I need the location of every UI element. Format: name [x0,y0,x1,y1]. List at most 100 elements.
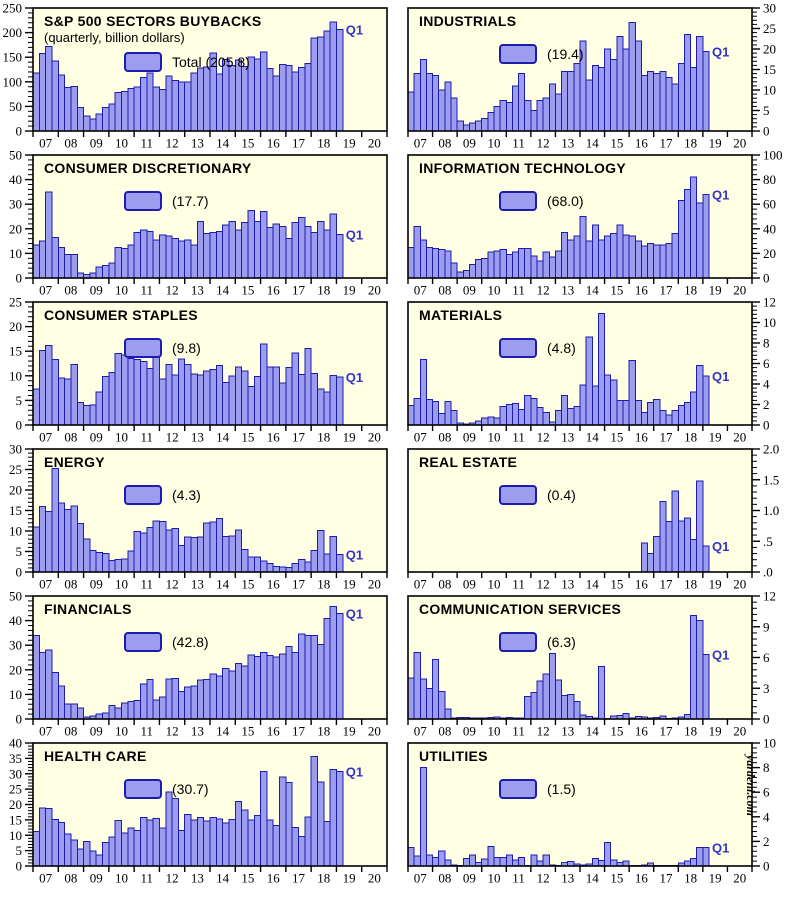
bar [253,220,262,279]
bar [38,505,47,573]
bar [95,551,104,573]
x-tick-label: 16 [635,724,649,738]
bar [241,665,249,720]
chart-health-care: 0 5 10 15 20 25 30 35 40 07 08 09 10 11 12 13 14 15 16 17 18… [0,737,395,884]
y-tick-label: 15 [9,344,22,359]
bar [38,652,47,720]
bar [133,830,141,867]
bar [127,358,135,426]
x-tick-label: 15 [610,724,623,738]
bar [647,243,655,279]
chart-title: HEALTH CARE [44,748,147,764]
bar [481,257,489,279]
legend: (9.8) [124,338,201,358]
bars [407,312,710,426]
x-tick-label: 20 [368,724,381,738]
bar [133,231,141,279]
x-tick-label: 08 [64,871,77,885]
x-tick-label: 10 [115,724,128,738]
bar [222,668,230,720]
bar [585,79,593,132]
bars [407,176,710,279]
bar [247,386,255,426]
bar [518,856,526,867]
x-tick-label: 11 [512,430,525,444]
x-tick-label: 19 [709,283,722,297]
bar [171,528,179,573]
bar [146,526,154,573]
bar [83,115,91,132]
bar [487,251,495,279]
x-tick-label: 07 [414,136,428,150]
bar [518,409,526,426]
bar [622,712,630,720]
bar [505,101,513,132]
bar [253,556,262,573]
y-tick-label: 5 [763,103,770,118]
bar [683,188,692,279]
x-axis: 07 08 09 10 11 12 13 14 15 16 17 18 19 20 [407,131,753,150]
bar [316,644,325,720]
bar [285,65,293,132]
bar [524,695,532,720]
bar [487,112,495,132]
bar [203,233,211,279]
y-tick-label: 2 [763,397,770,412]
x-tick-label: 08 [438,430,451,444]
bar [659,500,667,573]
x-tick-label: 17 [292,430,306,444]
y-tick-label: 4 [763,809,770,824]
q1-annotation: Q1 [346,765,363,780]
legend-label: (17.7) [172,193,209,209]
x-tick-label: 12 [537,871,550,885]
legend-swatch [499,191,537,211]
bar [70,839,78,867]
bar [70,505,78,573]
plot-canvas: 0 5 10 15 20 25 07 08 09 10 11 12 13 14 15 16 17 18 19 20 Q1 [9,296,388,444]
bar [51,467,59,573]
chart-title: CONSUMER DISCRETIONARY [44,160,252,176]
y-tick-label: 5 [16,393,23,408]
bar [127,88,135,132]
bar [696,36,704,132]
y-tick-label: 6 [763,356,770,371]
bar [108,371,116,426]
bar [146,367,154,426]
bar [76,523,85,573]
bar [146,230,154,279]
chart-financials: 0 10 20 30 40 50 07 08 09 10 11 12 13 14 15 16 17 18 19 20 Q… [0,590,395,737]
x-tick-label: 14 [216,136,230,150]
bar [215,818,224,867]
x-tick-label: 19 [343,283,356,297]
plot-canvas: 0 10 20 30 40 50 07 08 09 10 11 12 13 14 15 16 17 18 19 20 Q… [9,590,388,738]
bar [260,652,268,720]
x-tick-label: 19 [343,430,356,444]
bar [83,404,91,426]
bar [329,21,337,132]
x-tick-label: 11 [141,577,154,591]
x-tick-label: 20 [368,577,381,591]
bar [585,336,593,426]
bar [335,613,344,720]
x-tick-label: 08 [64,283,77,297]
x-tick-label: 09 [90,577,103,591]
bar [647,401,655,426]
bar [108,704,116,720]
x-tick-label: 09 [90,283,103,297]
bar [76,401,85,426]
bar [222,224,230,279]
bar [57,822,66,867]
legend: (68.0) [499,191,584,211]
bar [127,550,135,573]
legend: (30.7) [124,779,209,799]
bar [298,217,306,279]
bar [548,652,556,720]
bar [604,235,612,279]
x-tick-label: 18 [684,283,697,297]
bar [640,542,649,573]
x-tick-label: 18 [317,577,330,591]
bar [310,634,318,720]
bar [102,265,110,279]
y-tick-label: 2.0 [763,443,779,457]
bar [291,222,299,279]
